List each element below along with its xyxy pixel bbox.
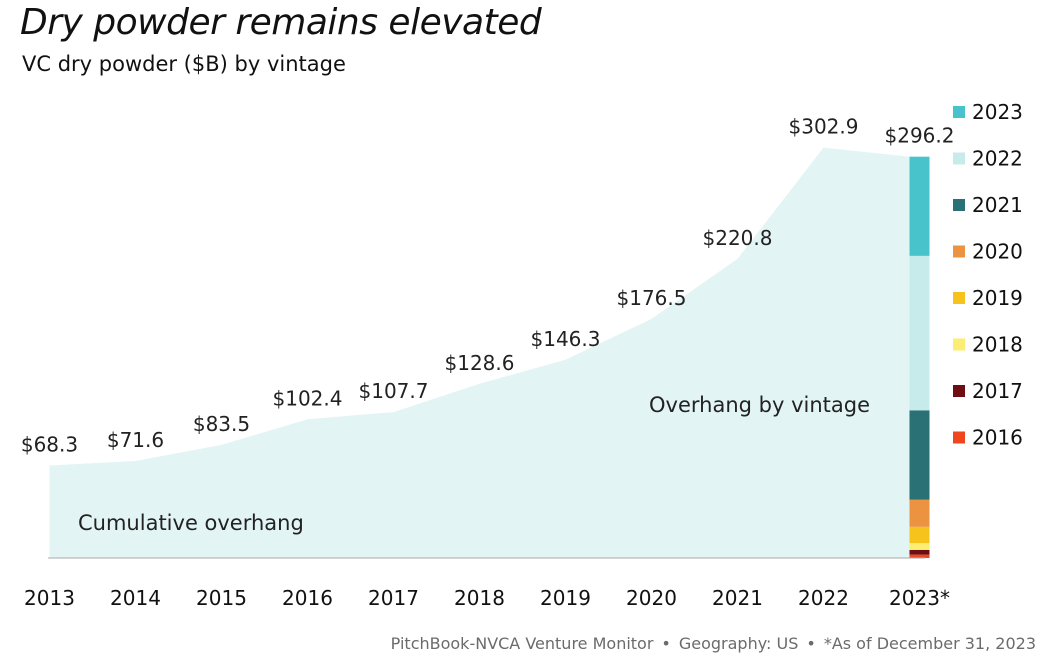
footer-source: PitchBook-NVCA Venture Monitor	[390, 634, 654, 653]
data-label-2019: $146.3	[531, 327, 601, 351]
x-tick-2023: 2023*	[889, 586, 950, 610]
x-tick-2013: 2013	[24, 586, 75, 610]
x-tick-2016: 2016	[282, 586, 333, 610]
stack-segment-2021	[909, 410, 930, 500]
stack-segment-2020	[909, 499, 930, 527]
data-label-2022: $302.9	[789, 115, 859, 139]
stack-segment-2022	[909, 255, 930, 411]
legend-label-2023: 2023	[972, 100, 1023, 124]
legend-label-2017: 2017	[972, 379, 1023, 403]
footer-geography: Geography: US	[678, 634, 799, 653]
x-tick-2021: 2021	[712, 586, 763, 610]
x-tick-2018: 2018	[454, 586, 505, 610]
x-tick-2017: 2017	[368, 586, 419, 610]
stack-segment-2019	[909, 526, 930, 544]
data-label-2013: $68.3	[21, 432, 78, 456]
stack-segment-2023	[909, 156, 930, 256]
x-tick-2022: 2022	[798, 586, 849, 610]
chart-title: Dry powder remains elevated	[20, 2, 542, 43]
stack-segment-2017	[909, 549, 930, 555]
legend-swatch-2019	[953, 292, 965, 304]
data-label-2021: $220.8	[703, 226, 773, 250]
legend-swatch-2016	[953, 431, 965, 444]
legend-swatch-2021	[953, 199, 965, 211]
x-tick-2020: 2020	[626, 586, 677, 610]
chart-subtitle: VC dry powder ($B) by vintage	[22, 52, 346, 76]
legend-label-2019: 2019	[972, 286, 1023, 310]
legend-swatch-2023	[953, 106, 965, 118]
legend-swatch-2018	[953, 338, 965, 351]
legend-swatch-2022	[953, 152, 965, 165]
footer: PitchBook-NVCA Venture Monitor • Geography…	[390, 634, 1036, 653]
stack-segment-2018	[909, 543, 930, 550]
legend-label-2022: 2022	[972, 147, 1023, 171]
data-label-2018: $128.6	[445, 351, 515, 375]
data-label-2020: $176.5	[617, 286, 687, 310]
data-label-2023: $296.2	[885, 124, 955, 148]
x-tick-2015: 2015	[196, 586, 247, 610]
data-label-2015: $83.5	[193, 412, 250, 436]
legend-label-2020: 2020	[972, 240, 1023, 264]
footer-note: *As of December 31, 2023	[823, 634, 1036, 653]
legend-label-2018: 2018	[972, 333, 1023, 357]
cumulative-overhang-area	[49, 147, 910, 558]
stack-segment-2016	[909, 554, 930, 558]
legend-swatch-2017	[953, 385, 965, 397]
x-tick-2019: 2019	[540, 586, 591, 610]
legend-label-2016: 2016	[972, 426, 1023, 450]
data-label-2016: $102.4	[273, 386, 343, 410]
data-label-2014: $71.6	[107, 428, 164, 452]
x-tick-2014: 2014	[110, 586, 161, 610]
legend-label-2021: 2021	[972, 193, 1023, 217]
legend-swatch-2020	[953, 245, 965, 258]
data-label-2017: $107.7	[359, 379, 429, 403]
stack-label: Overhang by vintage	[649, 393, 870, 417]
area-label: Cumulative overhang	[78, 511, 304, 535]
